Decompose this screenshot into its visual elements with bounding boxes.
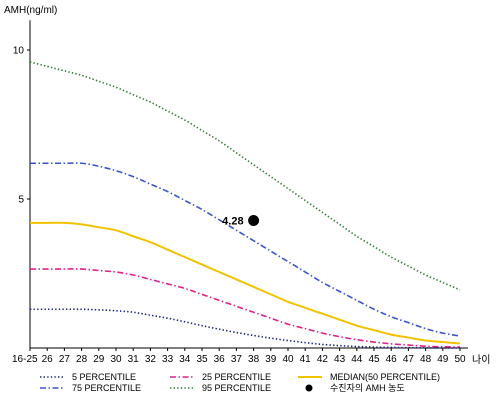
legend-label-median-50-percentile: MEDIAN(50 PERCENTILE) bbox=[330, 372, 440, 382]
x-tick-label: 42 bbox=[317, 354, 329, 365]
x-tick-label: 50 bbox=[454, 354, 466, 365]
x-tick-label: 47 bbox=[403, 354, 415, 365]
x-axis-label: 나이 bbox=[472, 354, 490, 366]
x-tick-label: 49 bbox=[437, 354, 449, 365]
x-tick-label: 43 bbox=[334, 354, 346, 365]
data-points: 4.28 bbox=[222, 214, 260, 227]
legend-label-5-percentile: 5 PERCENTILE bbox=[72, 372, 136, 382]
series-lines bbox=[29, 61, 461, 349]
legend-label-25-percentile: 25 PERCENTILE bbox=[202, 372, 271, 382]
x-tick-label: 27 bbox=[59, 354, 71, 365]
y-tick-label: 5 bbox=[18, 195, 24, 206]
x-tick-label: 33 bbox=[162, 354, 174, 365]
x-tick-label: 36 bbox=[214, 354, 226, 365]
x-tick-label: 30 bbox=[110, 354, 122, 365]
patient-amh-value-label: 4.28 bbox=[222, 215, 243, 227]
x-tick-label: 32 bbox=[145, 354, 157, 365]
series-line-5-percentile bbox=[30, 308, 461, 349]
x-tick-label: 31 bbox=[128, 354, 140, 365]
series-line-75-percentile bbox=[29, 162, 461, 337]
x-tick-label: 41 bbox=[300, 354, 312, 365]
x-tick-label: 37 bbox=[231, 354, 243, 365]
patient-amh-point bbox=[248, 214, 260, 226]
legend: 5 PERCENTILE 25 PERCENTILE MEDIAN(50 PERCE… bbox=[40, 372, 440, 393]
x-tick-label: 38 bbox=[248, 354, 260, 365]
y-axis-label: AMH(ng/ml) bbox=[4, 5, 57, 16]
legend-label-95-percentile: 95 PERCENTILE bbox=[202, 383, 271, 393]
chart-axes: 5 10 16-25 26 27 28 29 30 31 32 33 34 35 36 37 38 39 40 41… bbox=[12, 20, 468, 365]
legend-swatch-amh bbox=[305, 384, 313, 392]
x-tick-label: 16-25 bbox=[12, 354, 38, 365]
series-line-95-percentile bbox=[29, 61, 461, 291]
x-tick-label: 28 bbox=[76, 354, 88, 365]
legend-label-75-percentile: 75 PERCENTILE bbox=[72, 383, 141, 393]
series-line-median-50-percentile bbox=[29, 221, 461, 345]
x-tick-label: 44 bbox=[351, 354, 363, 365]
x-tick-label: 46 bbox=[386, 354, 398, 365]
x-tick-label: 40 bbox=[282, 354, 294, 365]
x-tick-label: 45 bbox=[368, 354, 380, 365]
x-tick-label: 48 bbox=[420, 354, 432, 365]
x-tick-label: 35 bbox=[196, 354, 208, 365]
x-tick-label: 39 bbox=[265, 354, 277, 365]
y-tick-label: 10 bbox=[13, 46, 25, 57]
x-tick-label: 29 bbox=[93, 354, 105, 365]
x-tick-label: 34 bbox=[179, 354, 191, 365]
legend-label-amh: 수진자의 AMH 농도 bbox=[330, 383, 405, 393]
x-tick-label: 26 bbox=[42, 354, 54, 365]
